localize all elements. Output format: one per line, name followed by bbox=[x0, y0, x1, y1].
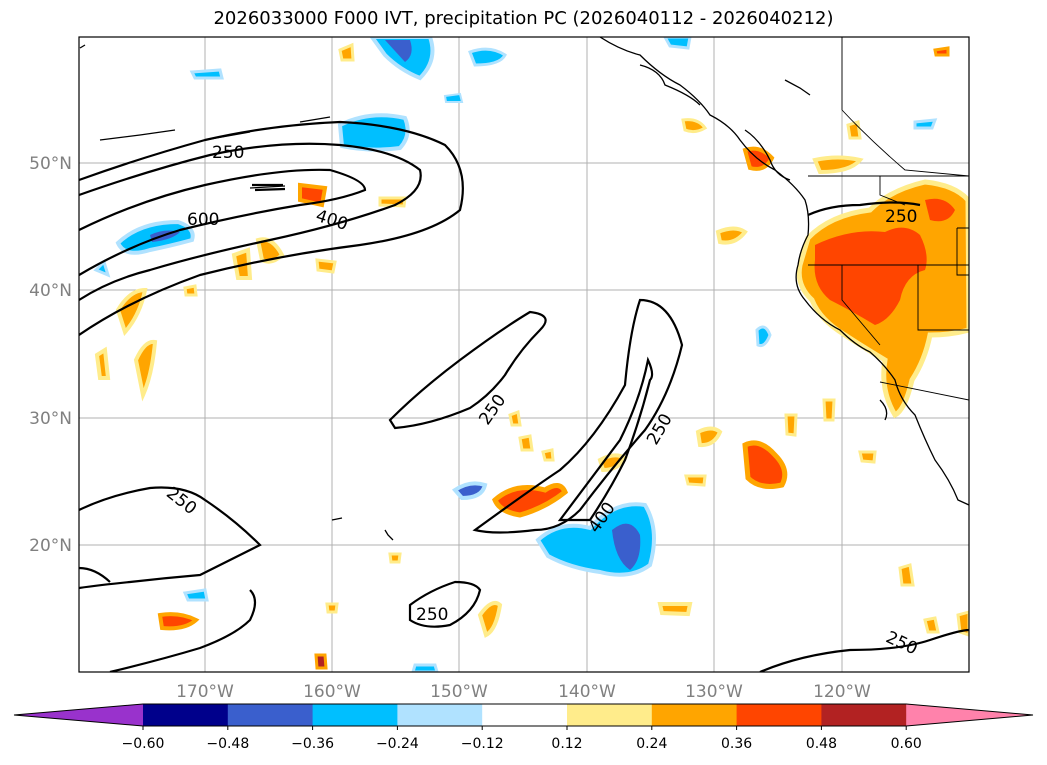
colorbar-bin bbox=[736, 704, 822, 726]
lat-label: 30°N bbox=[29, 409, 72, 429]
lon-label: 150°W bbox=[430, 682, 488, 702]
colorbar-tick-label: 0.12 bbox=[551, 736, 582, 752]
map-frame bbox=[78, 36, 970, 673]
colorbar: −0.60 −0.48 −0.36 −0.24 −0.12 0.12 0.24 0.36 0.4… bbox=[13, 703, 1034, 752]
contour-label: 250 bbox=[416, 605, 448, 625]
colorbar-bin bbox=[567, 704, 653, 726]
map-background bbox=[79, 37, 969, 672]
colorbar-extend-min bbox=[14, 704, 143, 726]
contour-label: 250 bbox=[885, 207, 917, 227]
colorbar-tick-label: −0.36 bbox=[291, 736, 334, 752]
colorbar-bin bbox=[227, 704, 314, 726]
colorbar-tick-label: −0.24 bbox=[376, 736, 419, 752]
colorbar-tick-label: −0.48 bbox=[206, 736, 249, 752]
lon-label: 140°W bbox=[558, 682, 616, 702]
colorbar-tick-label: 0.60 bbox=[891, 736, 922, 752]
lat-label: 20°N bbox=[29, 536, 72, 556]
colorbar-extend-max bbox=[906, 704, 1033, 726]
political-borders bbox=[808, 37, 969, 401]
colorbar-tick-label: 0.36 bbox=[721, 736, 752, 752]
colorbar-bin bbox=[651, 704, 738, 726]
lat-label: 50°N bbox=[29, 154, 72, 174]
lon-label: 120°W bbox=[813, 682, 871, 702]
colorbar-tick-label: 0.48 bbox=[806, 736, 837, 752]
map-title: 2026033000 F000 IVT, precipitation PC (2… bbox=[213, 8, 834, 29]
contour-label: 250 bbox=[212, 143, 244, 163]
lat-label: 40°N bbox=[29, 281, 72, 301]
latitude-labels: 50°N 40°N 30°N 20°N bbox=[29, 154, 72, 556]
coastlines bbox=[79, 37, 969, 541]
colorbar-bin bbox=[143, 704, 229, 726]
colorbar-bin bbox=[397, 704, 483, 726]
colorbar-bin bbox=[821, 704, 907, 726]
lon-label: 170°W bbox=[176, 682, 234, 702]
colorbar-bin bbox=[312, 704, 398, 726]
colorbar-tick-label: −0.12 bbox=[461, 736, 504, 752]
precip-negative-shading bbox=[93, 37, 938, 672]
lon-label: 160°W bbox=[303, 682, 361, 702]
contour-label: 600 bbox=[187, 210, 219, 230]
colorbar-tick-label: −0.60 bbox=[122, 736, 165, 752]
colorbar-bin bbox=[482, 704, 568, 726]
longitude-labels: 170°W 160°W 150°W 140°W 130°W 120°W bbox=[176, 682, 871, 702]
lon-label: 130°W bbox=[685, 682, 743, 702]
ivt-contours bbox=[79, 120, 969, 672]
colorbar-tick-label: 0.24 bbox=[636, 736, 667, 752]
